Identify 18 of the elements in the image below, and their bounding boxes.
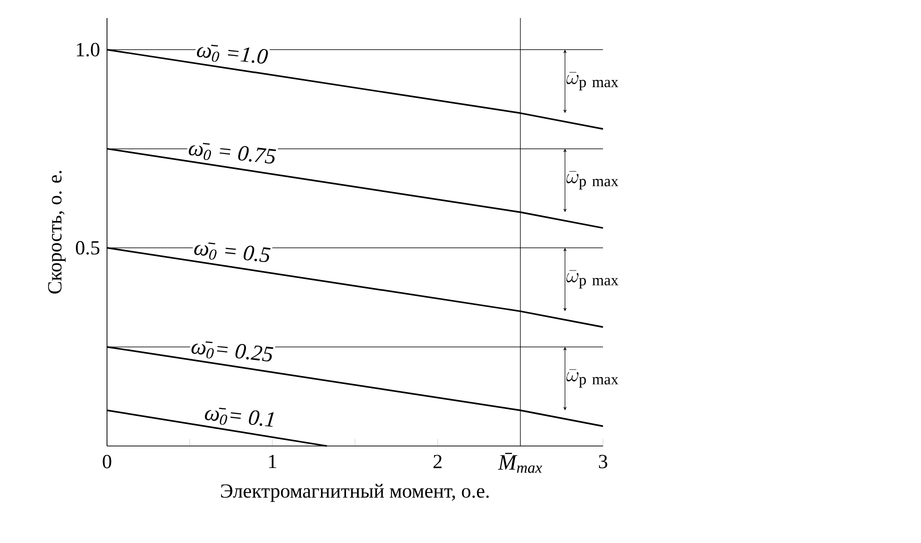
- x-tick-label: 1: [269, 454, 276, 468]
- annotation: $\bar{\omega}_{\mathrm{p\ max}}$: [566, 369, 618, 388]
- text: ω̄$_{0}$ = 0.5: [194, 242, 271, 262]
- x-axis-title: Электромагнитный момент, о.е.: [221, 484, 489, 502]
- annotation: $\bar{\omega}_{\mathrm{p\ max}}$: [566, 171, 618, 190]
- x-tick-label: 0: [102, 454, 112, 468]
- text: ω̄$_{0}$= 0.1: [204, 408, 274, 427]
- annotation: $\bar{\omega}_{\mathrm{p\ max}}$: [566, 270, 618, 289]
- text: ω̄$_{0}$ =1.0: [196, 44, 268, 64]
- annotation: $\bar{\omega}_{\mathrm{p\ max}}$: [566, 72, 618, 90]
- ref-line-label: M̄$_{max}$: [498, 452, 542, 473]
- x-tick-label: 2: [434, 454, 442, 468]
- y-axis-title: Скорость, о. е.: [48, 170, 66, 294]
- y-tick-label: 1.0: [76, 42, 100, 56]
- text: ω̄$_{0}$ = 0.75: [188, 142, 276, 164]
- text: ω̄$_{0}$= 0.25: [192, 341, 274, 362]
- y-tick-label: 0.5: [76, 241, 100, 255]
- x-tick-label: 3: [598, 454, 608, 468]
